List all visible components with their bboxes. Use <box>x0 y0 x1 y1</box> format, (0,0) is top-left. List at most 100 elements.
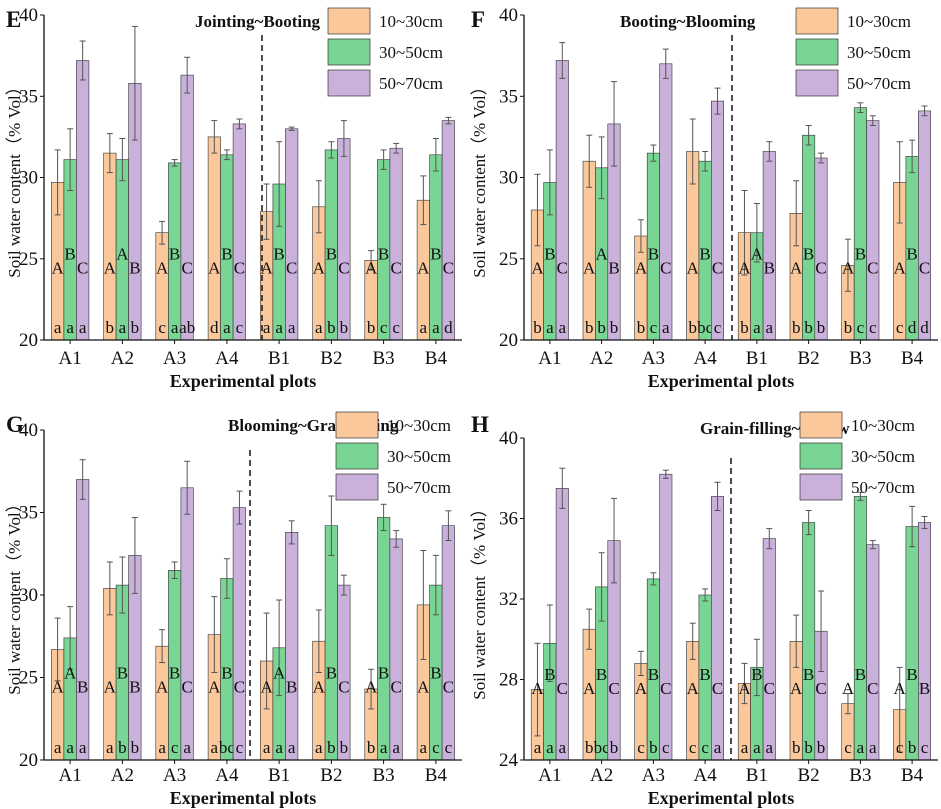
sig-letter-lower: a <box>223 318 231 337</box>
sig-letter-upper: A <box>635 258 648 277</box>
y-tick-label: 36 <box>499 509 518 530</box>
sig-letter-upper: B <box>273 244 284 263</box>
bar <box>76 479 90 761</box>
x-tick-label: B2 <box>798 765 820 786</box>
x-tick-label: A1 <box>538 765 561 786</box>
sig-letter-lower: b <box>106 318 115 337</box>
legend-label: 50~70cm <box>387 478 451 497</box>
bar <box>762 538 776 761</box>
sig-letter-lower: d <box>444 318 453 337</box>
sig-letter-lower: a <box>54 738 62 757</box>
sig-letter-upper: B <box>221 244 232 263</box>
sig-letter-upper: A <box>751 244 764 263</box>
sig-letter-lower: b <box>585 738 594 757</box>
y-tick-label: 25 <box>19 249 38 270</box>
sig-letter-upper: A <box>116 244 129 263</box>
sig-letter-upper: C <box>286 258 297 277</box>
sig-letter-upper: C <box>557 679 568 698</box>
legend-swatch <box>327 69 371 97</box>
legend-label: 30~50cm <box>851 447 915 466</box>
sig-letter-upper: B <box>129 677 140 696</box>
x-tick-label: A4 <box>215 765 239 786</box>
y-tick-label: 28 <box>499 670 518 691</box>
sig-letter-upper: B <box>803 244 814 263</box>
sig-letter-lower: b <box>740 318 749 337</box>
sig-letter-upper: C <box>867 679 878 698</box>
sig-letter-lower: a <box>392 738 400 757</box>
y-tick-label: 25 <box>499 249 518 270</box>
sig-letter-upper: B <box>169 244 180 263</box>
sig-letter-lower: a <box>79 738 87 757</box>
legend-swatch <box>799 442 843 470</box>
legend-swatch <box>335 442 379 470</box>
y-tick-label: 20 <box>19 330 38 351</box>
sig-letter-upper: A <box>273 663 286 682</box>
sig-letter-lower: a <box>288 738 296 757</box>
x-tick-label: A3 <box>642 765 665 786</box>
sig-letter-lower: a <box>559 738 567 757</box>
x-tick-label: A3 <box>163 765 186 786</box>
sig-letter-upper: B <box>764 258 775 277</box>
sig-letter-upper: A <box>260 258 273 277</box>
sig-letter-lower: c <box>637 738 645 757</box>
sig-letter-lower: b <box>585 318 594 337</box>
sig-letter-upper: B <box>648 244 659 263</box>
sig-letter-lower: b <box>610 318 619 337</box>
bar <box>337 584 351 761</box>
bar <box>76 60 90 341</box>
sig-letter-lower: a <box>119 318 127 337</box>
bar <box>866 120 880 341</box>
y-axis-label: Soil water content（% Vol） <box>470 500 489 699</box>
x-tick-label: A2 <box>590 765 613 786</box>
x-axis-label: Experimental plots <box>170 788 317 808</box>
bar <box>762 151 776 341</box>
sig-letter-upper: A <box>894 258 907 277</box>
sig-letter-upper: C <box>815 679 826 698</box>
sig-letter-lower: a <box>275 738 283 757</box>
sig-letter-lower: a <box>857 738 865 757</box>
sig-letter-lower: b <box>327 738 336 757</box>
sig-letter-upper: C <box>608 679 619 698</box>
sig-letter-upper: B <box>544 665 555 684</box>
sig-letter-lower: c <box>158 318 166 337</box>
sig-letter-upper: B <box>430 663 441 682</box>
x-tick-label: A2 <box>590 348 613 369</box>
y-tick-label: 35 <box>19 86 38 107</box>
x-tick-label: A4 <box>693 348 717 369</box>
legend-swatch <box>799 473 843 501</box>
sig-letter-upper: C <box>391 258 402 277</box>
y-tick-label: 40 <box>19 5 38 26</box>
x-tick-label: B4 <box>901 348 924 369</box>
bar <box>232 507 246 761</box>
sig-letter-upper: A <box>583 679 596 698</box>
sig-letter-lower: b <box>804 738 813 757</box>
sig-letter-upper: B <box>699 244 710 263</box>
sig-letter-upper: A <box>738 258 751 277</box>
sig-letter-lower: a <box>380 738 388 757</box>
bar <box>555 487 569 761</box>
sig-letter-lower: c <box>857 318 865 337</box>
sig-letter-upper: C <box>557 258 568 277</box>
bar <box>853 496 867 761</box>
sig-letter-lower: bc <box>594 738 611 757</box>
legend-swatch <box>799 411 843 439</box>
y-axis-label: Soil water content（% Vol） <box>5 78 24 277</box>
bar <box>555 60 569 341</box>
sig-letter-upper: B <box>608 258 619 277</box>
sig-letter-upper: A <box>531 679 544 698</box>
chart-panel-E: E Jointing~BootingAaBaCaA1AbAaBbA2AcBaCab… <box>5 5 462 391</box>
y-tick-label: 32 <box>499 589 518 610</box>
sig-letter-upper: B <box>430 244 441 263</box>
sig-letter-lower: c <box>896 318 904 337</box>
sig-letter-upper: B <box>169 663 180 682</box>
y-tick-label: 20 <box>19 750 38 771</box>
sig-letter-lower: c <box>714 318 722 337</box>
y-tick-label: 40 <box>19 420 38 441</box>
x-tick-label: B1 <box>268 765 290 786</box>
sig-letter-lower: a <box>766 738 774 757</box>
sig-letter-lower: c <box>921 738 929 757</box>
sig-letter-lower: a <box>263 738 271 757</box>
sig-letter-lower: b <box>637 318 646 337</box>
chart-title: Jointing~Booting <box>195 12 321 31</box>
